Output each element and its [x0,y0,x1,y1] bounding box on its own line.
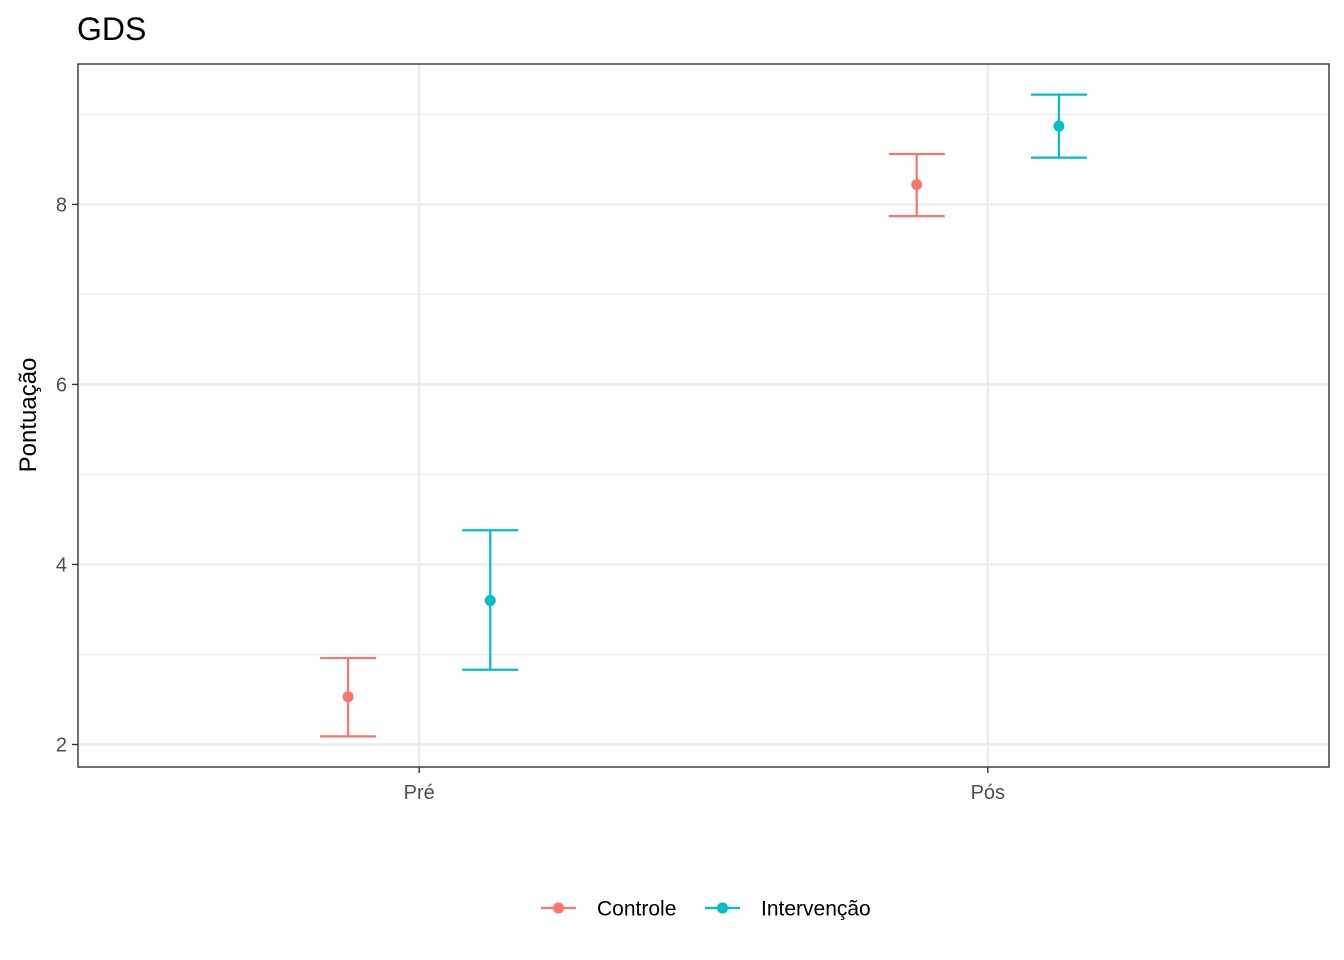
y-tick-label: 4 [56,554,67,576]
errorbar-intervenção [1030,93,1087,159]
major-gridlines [78,64,1329,767]
x-tick-label: Pós [971,782,1005,804]
errorbar-controle [888,152,945,218]
y-tick-label: 2 [56,734,67,756]
plot-marks [320,93,1087,738]
chart-title: GDS [77,11,146,47]
legend-item-intervenção: Intervenção [705,898,871,921]
errorbar-intervenção [462,529,519,671]
minor-gridlines [78,113,1329,656]
legend-label: Controle [597,898,676,921]
axes: 2 4 6 8 Pré Pós [56,194,1005,804]
y-tick-label: 6 [56,374,67,396]
panel-border [77,63,1330,768]
errorbar-controle [320,656,377,738]
data-point [484,594,496,606]
y-axis-title: Pontuação [15,358,42,473]
legend-label: Intervenção [761,898,871,921]
legend: Controle Intervenção [541,898,871,921]
legend-key-point [553,902,564,914]
legend-item-controle: Controle [541,898,676,921]
legend-key-point [717,902,728,914]
x-tick-label: Pré [404,782,435,804]
data-point [1053,120,1065,132]
data-point [911,179,923,191]
data-point [342,691,354,703]
y-tick-label: 8 [56,194,67,216]
